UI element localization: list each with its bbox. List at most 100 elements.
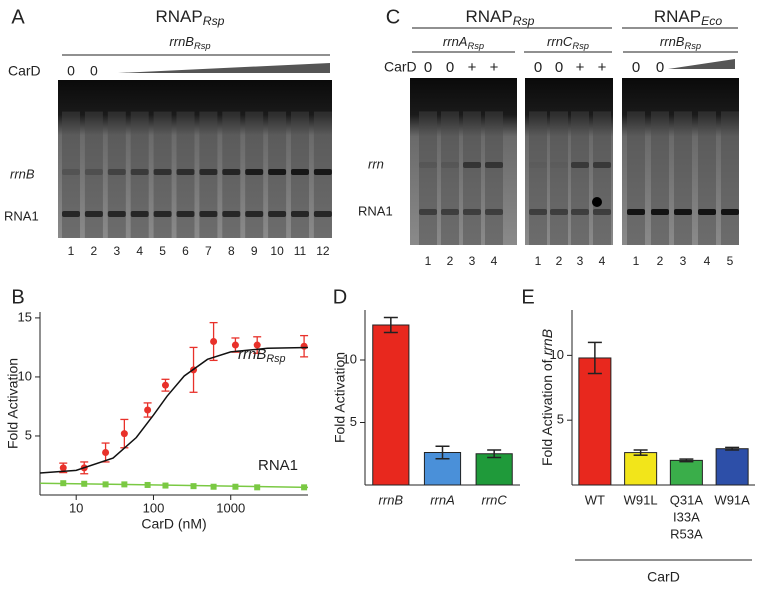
gel-band (313, 211, 332, 217)
gel-title-sub: Rsp (203, 14, 225, 28)
lane-number: 1 (633, 254, 640, 268)
x-tick-label: rrnB (379, 492, 404, 507)
x-tick-label: WT (585, 492, 605, 507)
template-label-sub: Rsp (467, 41, 484, 51)
point (210, 483, 217, 490)
point (161, 381, 169, 389)
gel-band (463, 162, 481, 168)
bar (475, 453, 513, 486)
gel-lane (674, 111, 692, 246)
lane-number: 9 (251, 244, 258, 258)
wedge (118, 63, 330, 73)
gel-band (571, 162, 589, 168)
group-title-sub: Eco (701, 14, 722, 28)
x-tick-label: I33A (673, 509, 700, 524)
gel-lane (721, 111, 739, 246)
panel-letter: C (386, 6, 400, 28)
gel-band (222, 211, 241, 217)
x-tick-label: R53A (670, 526, 703, 541)
condition: 0 (446, 59, 454, 76)
lane-number: 4 (599, 254, 606, 268)
gel-band (176, 169, 195, 175)
point (231, 341, 239, 349)
band-label: RNA1 (358, 203, 393, 218)
template-label-sub: Rsp (572, 41, 589, 51)
lane-number: 8 (228, 244, 235, 258)
gel-lane (550, 111, 568, 246)
point (120, 430, 128, 438)
point (59, 464, 67, 472)
gel-band (268, 169, 287, 175)
condition: + (598, 59, 607, 76)
gel-spot (592, 197, 602, 207)
gel-band (485, 162, 503, 168)
gel-band (463, 209, 481, 215)
condition: 0 (632, 59, 640, 76)
template-label-main: rrnB (660, 34, 685, 49)
bar (372, 324, 410, 486)
gel-band (153, 211, 172, 217)
gel-band (419, 209, 437, 215)
point (102, 448, 110, 456)
point (300, 342, 308, 350)
x-tick-label: W91A (714, 492, 750, 507)
gel-band (199, 169, 218, 175)
y-tick-label: 10 (550, 347, 564, 362)
gel (58, 80, 332, 238)
gel (525, 78, 613, 245)
gel-band (245, 211, 264, 217)
group-label: CarD (647, 569, 680, 585)
gel-band (62, 169, 80, 175)
y-tick-label: 10 (343, 351, 357, 366)
gel-title-main: RNAP (156, 7, 203, 26)
row-label: CarD (8, 63, 41, 79)
condition: 0 (656, 59, 664, 76)
gel-band (698, 209, 716, 215)
gel-lane (463, 111, 481, 246)
y-axis-label-main: Fold Activation of (539, 359, 555, 466)
condition: + (468, 59, 477, 76)
lane-number: 5 (159, 244, 166, 258)
band-label: RNA1 (4, 208, 39, 223)
gel-band (245, 169, 264, 175)
gel-lane (107, 111, 126, 238)
gel-band (130, 211, 149, 217)
fit-line (39, 482, 309, 489)
lane-number: 1 (425, 254, 432, 268)
condition: 0 (424, 59, 432, 76)
y-axis-label: Fold Activation (332, 352, 348, 443)
group-title-main: RNAP (654, 7, 701, 26)
panel-letter: E (521, 286, 534, 308)
gel-band (529, 209, 547, 215)
gel-band (441, 162, 459, 168)
panel-letter: A (11, 6, 25, 28)
lane-number: 6 (182, 244, 189, 258)
x-tick-label: W91L (624, 492, 658, 507)
template-label: rrnBRsp (660, 34, 701, 51)
gel-lane (441, 111, 459, 246)
template-label: rrnARsp (443, 34, 484, 51)
bar (669, 459, 703, 486)
bar (715, 448, 749, 486)
group-title: RNAPEco (654, 7, 723, 28)
gel-band (313, 169, 332, 175)
condition: 0 (67, 63, 75, 79)
lane-number: 5 (727, 254, 734, 268)
point (254, 484, 261, 491)
gel-band (291, 169, 309, 175)
gel-band (268, 211, 287, 217)
y-tick-label: 5 (25, 427, 32, 442)
point (210, 338, 218, 346)
y-axis-label-italic: rrnB (539, 329, 555, 355)
gel-band (593, 209, 611, 215)
gel-band (84, 169, 103, 175)
band-label: rrnB (10, 166, 35, 181)
gel-title: RNAPRsp (156, 7, 225, 28)
lane-number: 1 (535, 254, 542, 268)
lane-number: 3 (577, 254, 584, 268)
x-tick-label: 10 (69, 500, 83, 515)
lane-number: 4 (491, 254, 498, 268)
gel (622, 78, 739, 245)
gel-lane (130, 111, 149, 238)
gel-band (593, 162, 611, 168)
